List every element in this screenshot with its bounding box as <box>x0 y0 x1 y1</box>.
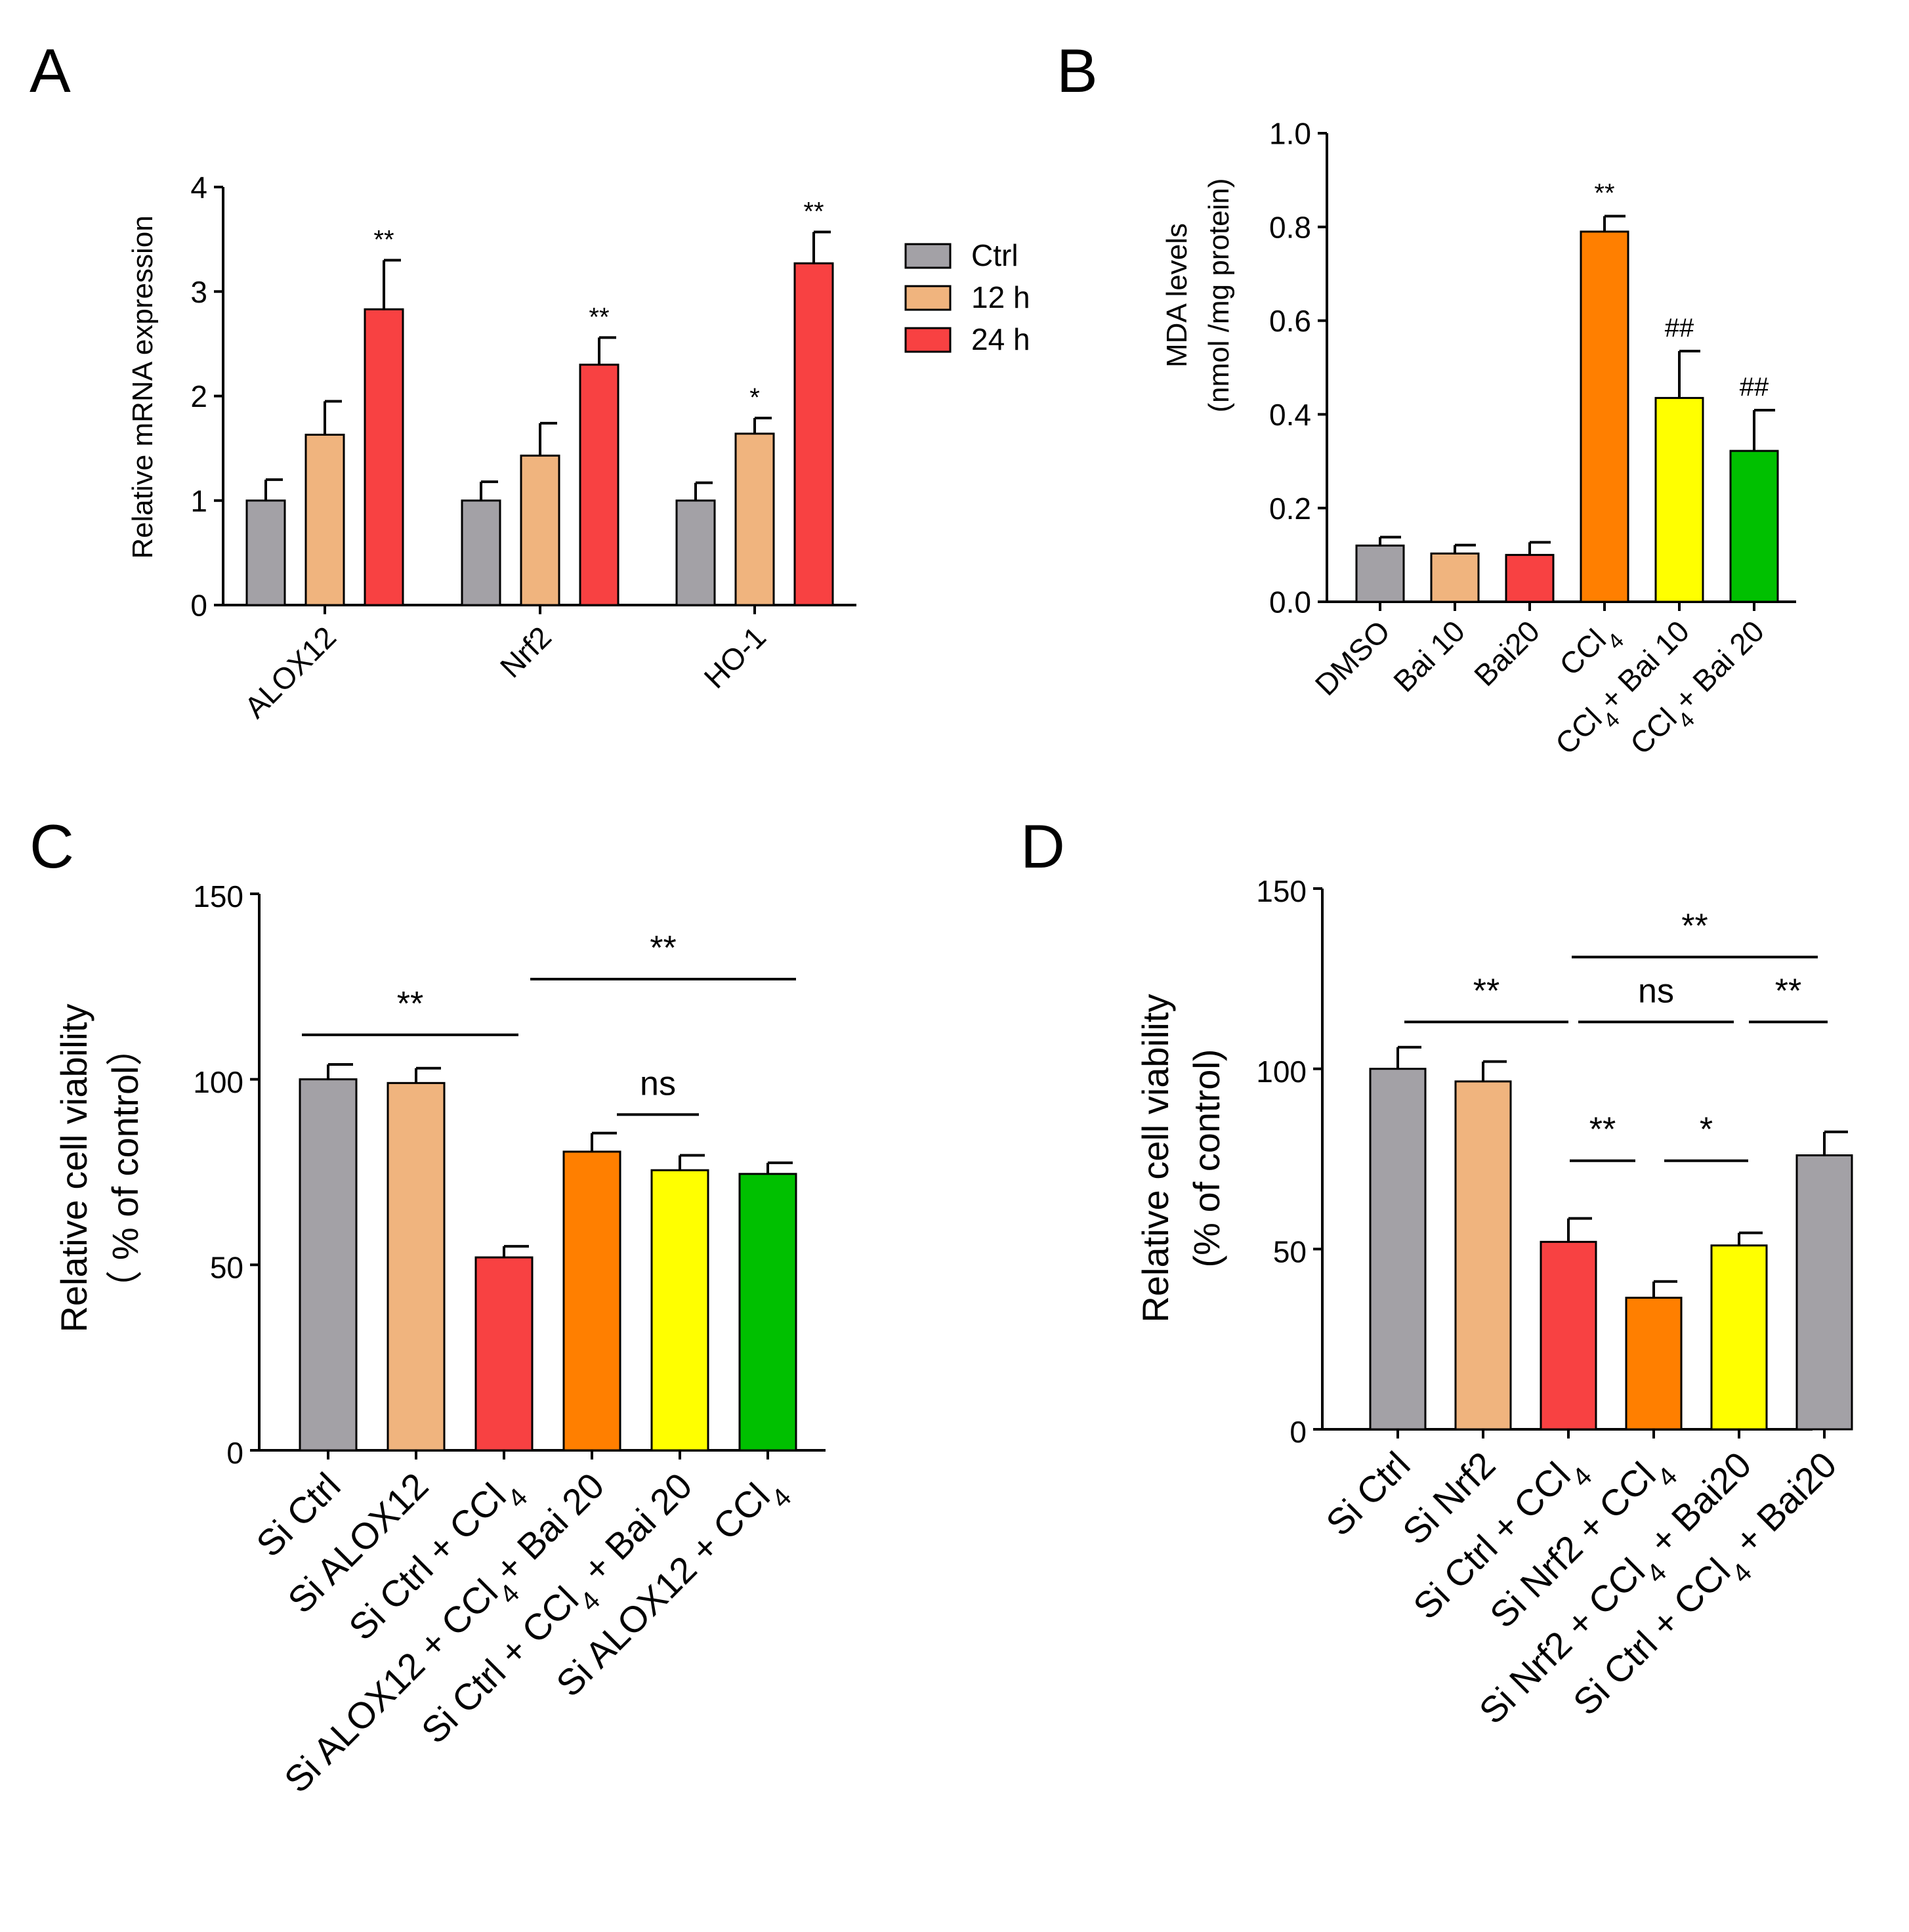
b-bar <box>1580 230 1629 603</box>
b-y-tick-label: 1.0 <box>1269 117 1311 151</box>
d-bar <box>1454 1080 1512 1431</box>
b-y-tick-label: 0.4 <box>1269 398 1311 432</box>
c-bar <box>738 1173 797 1452</box>
c-y-tick-label: 50 <box>210 1250 243 1284</box>
c-comparison-label: ** <box>650 929 676 967</box>
d-comparison-label: ns <box>1638 972 1674 1010</box>
panel-letter-d: D <box>1020 812 1065 881</box>
b-y-title-line1: MDA levels <box>1161 223 1193 368</box>
b-y-tick-label: 0.6 <box>1269 304 1311 338</box>
b-x-tick-label: Bai20 <box>1467 614 1546 692</box>
a-legend-label: Ctrl <box>971 238 1018 272</box>
d-comparison-label: ** <box>1589 1111 1616 1149</box>
chart-c: 0 50 100 150 Relative cell viability （ % of c… <box>53 879 826 1801</box>
c-bar <box>387 1082 446 1452</box>
d-comparison-label: ** <box>1473 972 1500 1010</box>
c-y-tick-label: 0 <box>226 1436 243 1470</box>
a-y-tick-label: 4 <box>190 171 207 205</box>
a-legend-swatch <box>904 285 952 311</box>
b-x-tick-label: DMSO <box>1309 614 1396 702</box>
a-y-title: Relative mRNA expression <box>127 215 159 558</box>
b-y-tick-label: 0.2 <box>1269 492 1311 526</box>
b-x-tick-label: CCl4+ Bai 20 <box>1624 614 1778 768</box>
chart-a: 0 1 2 3 4 Relative mRNA expression ** ALOX12 ** N… <box>127 171 1030 724</box>
panel-letter-a: A <box>30 36 71 105</box>
a-x-tick-label: ALOX12 <box>238 620 343 724</box>
a-y-tick-label: 2 <box>190 379 207 413</box>
a-significance-mark: ** <box>589 303 609 331</box>
a-legend-label: 24 h <box>971 322 1030 356</box>
b-bar <box>1729 450 1779 603</box>
panel-letter-b: B <box>1057 36 1098 105</box>
a-bar <box>304 433 345 606</box>
d-y-tick-label: 150 <box>1256 874 1307 908</box>
d-bar <box>1710 1244 1768 1431</box>
d-y-tick-label: 100 <box>1256 1055 1307 1089</box>
a-bar <box>364 308 404 606</box>
c-y-tick-label: 150 <box>193 879 243 914</box>
a-bar <box>675 499 716 606</box>
a-legend-label: 12 h <box>971 280 1030 314</box>
a-bar <box>793 262 834 606</box>
a-significance-mark: * <box>749 383 760 412</box>
a-y-tick-label: 1 <box>190 484 207 518</box>
a-x-tick-label: Nrf2 <box>493 620 558 684</box>
b-bar <box>1654 396 1704 603</box>
c-y-tick-label: 100 <box>193 1065 243 1099</box>
d-comparison-label: * <box>1700 1111 1713 1149</box>
b-x-tick-label: Bai 10 <box>1387 614 1471 698</box>
a-bar <box>245 499 286 606</box>
a-y-tick-label: 0 <box>190 589 207 623</box>
a-bar <box>461 499 501 606</box>
c-y-title-line2: （ % of control） <box>104 1029 146 1307</box>
c-bar <box>650 1169 709 1452</box>
b-significance-mark: ** <box>1594 178 1614 207</box>
a-legend-swatch <box>904 243 952 269</box>
a-legend-swatch <box>904 327 952 353</box>
chart-b: 0.0 0.2 0.4 0.6 0.8 1.0 MDA levels (nmol /mg pr… <box>1161 117 1796 768</box>
a-bar <box>520 454 560 606</box>
d-bar <box>1625 1296 1683 1431</box>
b-significance-mark: ## <box>1740 373 1769 402</box>
d-comparison-label: ** <box>1775 972 1801 1010</box>
d-y-title-line1: Relative cell viability <box>1135 994 1176 1322</box>
d-y-tick-label: 0 <box>1290 1415 1307 1449</box>
a-bar <box>579 364 619 606</box>
b-bar <box>1355 544 1405 603</box>
c-bar <box>299 1078 358 1452</box>
a-bar <box>734 432 775 606</box>
a-x-tick-label: HO-1 <box>698 620 772 694</box>
a-y-tick-label: 3 <box>190 275 207 309</box>
c-bar <box>474 1256 534 1452</box>
a-significance-mark: ** <box>803 197 824 226</box>
d-bar <box>1540 1240 1597 1431</box>
b-y-title-line2: (nmol /mg protein) <box>1203 178 1235 412</box>
d-bar <box>1369 1068 1427 1431</box>
a-significance-mark: ** <box>373 225 394 254</box>
d-y-tick-label: 50 <box>1273 1234 1307 1269</box>
d-bar <box>1795 1154 1853 1431</box>
b-bar <box>1430 552 1480 603</box>
d-y-title-line2: (% of control) <box>1186 1049 1227 1268</box>
c-bar <box>562 1150 621 1452</box>
c-comparison-label: ** <box>397 985 423 1023</box>
d-comparison-label: ** <box>1681 907 1708 945</box>
chart-d: 0 50 100 150 Relative cell viability (% of co… <box>1135 874 1853 1732</box>
c-comparison-label: ns <box>640 1064 676 1102</box>
panel-letter-c: C <box>30 812 74 881</box>
b-y-tick-label: 0.0 <box>1269 585 1311 620</box>
b-y-tick-label: 0.8 <box>1269 210 1311 244</box>
b-significance-mark: ## <box>1665 314 1694 343</box>
b-bar <box>1505 554 1555 603</box>
c-y-title-line1: Relative cell viability <box>53 1003 94 1332</box>
